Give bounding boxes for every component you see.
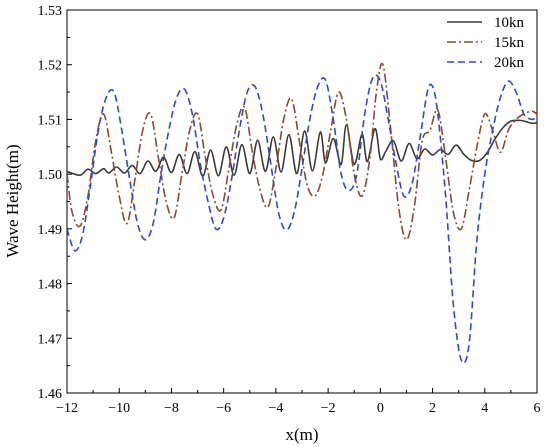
- x-tick-label: −2: [321, 401, 336, 416]
- x-tick-label: 6: [534, 401, 541, 416]
- y-tick-label: 1.49: [38, 223, 63, 238]
- x-tick-label: 0: [377, 401, 384, 416]
- x-tick-label: −12: [56, 401, 78, 416]
- x-tick-label: −4: [268, 401, 283, 416]
- x-tick-label: −6: [216, 401, 231, 416]
- x-tick-label: −8: [164, 401, 179, 416]
- y-tick-label: 1.48: [38, 278, 63, 293]
- y-tick-label: 1.46: [38, 387, 63, 402]
- y-tick-label: 1.51: [38, 113, 63, 128]
- series-line-15kn: [67, 62, 537, 241]
- y-tick-label: 1.52: [38, 59, 63, 74]
- legend-label: 20kn: [494, 55, 525, 71]
- y-tick-label: 1.50: [38, 168, 63, 183]
- axis-ticks: −12 −10 −8 −6 −4 −2 0 2 4 6 1.46 1.47 1.48 1.49 1.50 1.…: [38, 4, 541, 416]
- y-tick-label: 1.47: [38, 332, 63, 347]
- x-tick-label: 4: [481, 401, 488, 416]
- series-line-10kn: [67, 119, 537, 178]
- y-axis-label: Wave Height(m): [3, 144, 22, 257]
- y-tick-label: 1.53: [38, 4, 63, 19]
- x-tick-label: −10: [108, 401, 130, 416]
- legend: 10kn 15kn 20kn: [447, 15, 525, 71]
- series-line-20kn: [67, 74, 537, 364]
- x-tick-label: 2: [429, 401, 436, 416]
- legend-label: 10kn: [494, 15, 525, 31]
- plot-frame: [66, 9, 538, 394]
- x-axis-label: x(m): [285, 425, 318, 444]
- legend-label: 15kn: [494, 35, 525, 51]
